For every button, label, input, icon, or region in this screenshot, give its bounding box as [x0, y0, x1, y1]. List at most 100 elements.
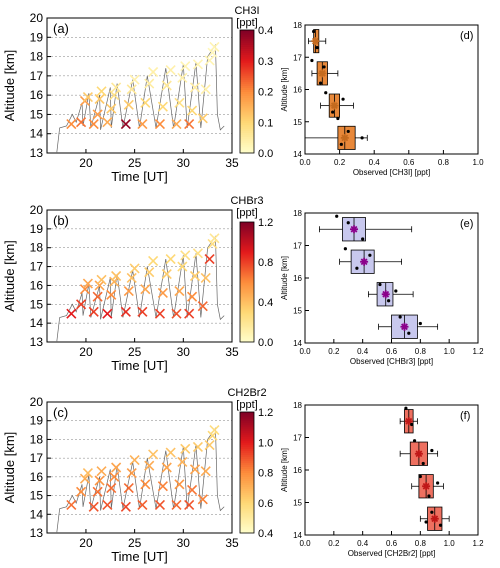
colorbar-segment — [240, 316, 254, 319]
colorbar-title: CH3I — [234, 5, 259, 17]
colorbar-segment — [240, 77, 254, 80]
y-axis-label: Altitude [km] — [2, 50, 17, 122]
colorbar-segment — [240, 148, 254, 152]
colorbar-segment — [240, 30, 254, 33]
observation-dot — [339, 142, 343, 146]
colorbar-segment — [240, 260, 254, 263]
colorbar: 0.0 0.1 0.2 0.3 0.4 CH3I[ppt] — [234, 5, 273, 160]
colorbar-segment — [240, 416, 254, 419]
y-tick-label: 18 — [293, 401, 302, 410]
y-tick-label: 17 — [293, 434, 302, 443]
x-tick-label: 35 — [225, 345, 239, 359]
box-whisker — [399, 409, 418, 434]
observation-dot — [398, 315, 402, 319]
colorbar-segment — [240, 71, 254, 74]
colorbar-segment — [240, 116, 254, 119]
x-tick-label: 1.0 — [444, 539, 456, 548]
observation-dot — [315, 45, 319, 50]
observation-dot — [418, 474, 422, 479]
panel-label: (c) — [53, 405, 68, 420]
data-point-marker — [82, 92, 93, 103]
colorbar-segment — [240, 486, 254, 490]
colorbar-tick-label: 0.8 — [258, 468, 273, 480]
colorbar-segment — [240, 510, 254, 514]
colorbar-segment — [240, 58, 254, 62]
colorbar-segment — [240, 124, 254, 127]
data-point-marker — [197, 301, 208, 312]
colorbar-segment — [240, 444, 254, 447]
colorbar-segment — [240, 34, 254, 37]
colorbar-segment — [240, 144, 254, 148]
data-point-marker — [204, 55, 215, 66]
box-whisker — [308, 29, 327, 54]
colorbar-segment — [240, 434, 254, 437]
colorbar: 0.0 0.4 0.8 1.2 CHBr3[ppt] — [230, 195, 273, 349]
colorbar-frame — [239, 29, 255, 154]
x-tick-label: 35 — [225, 156, 239, 170]
observation-dot — [341, 97, 345, 101]
colorbar-segment — [240, 310, 254, 313]
colorbar-segment — [240, 440, 254, 443]
y-tick-label: 15 — [293, 118, 302, 127]
x-axis-label: Time [UT] — [111, 358, 168, 373]
observation-dot — [430, 510, 434, 514]
x-tick-label: 30 — [177, 536, 191, 550]
colorbar-segment — [240, 336, 254, 339]
colorbar-segment — [240, 52, 254, 56]
observation-dot — [421, 461, 425, 466]
colorbar-segment — [240, 414, 254, 417]
colorbar-segment — [240, 268, 254, 271]
data-point-marker — [94, 280, 105, 291]
observation-dot — [360, 136, 364, 140]
data-point-marker — [96, 274, 107, 285]
colorbar-tick-label: 1.0 — [258, 437, 273, 449]
data-point-marker — [184, 308, 195, 319]
x-tick-label: 0.4 — [357, 347, 369, 356]
colorbar-segment — [240, 36, 254, 39]
x-tick-label: 25 — [128, 345, 142, 359]
x-tick-label: 0.0 — [299, 158, 311, 167]
colorbar-segment — [240, 522, 254, 526]
colorbar-segment — [240, 254, 254, 257]
data-point-marker — [66, 499, 77, 510]
colorbar-segment — [240, 66, 254, 70]
data-point-marker — [192, 59, 203, 70]
data-point-marker — [180, 443, 191, 454]
colorbar-segment — [240, 91, 254, 95]
colorbar-segment — [240, 262, 254, 265]
colorbar-segment — [240, 300, 254, 303]
y-tick-label: 16 — [30, 278, 44, 292]
data-point-marker — [161, 462, 172, 473]
colorbar-segment — [240, 105, 254, 109]
x-axis-label: Time [UT] — [111, 549, 168, 564]
observation-dot — [387, 299, 391, 303]
box-whisker — [368, 282, 414, 307]
panel-label: (f) — [460, 410, 470, 422]
x-tick-label: 35 — [225, 536, 239, 550]
observation-dot — [430, 448, 434, 453]
colorbar-segment — [240, 526, 254, 530]
colorbar-segment — [240, 424, 254, 427]
y-tick-label: 15 — [293, 307, 302, 316]
colorbar-segment — [240, 492, 254, 496]
data-point-marker — [140, 284, 151, 295]
observation-dot — [410, 422, 414, 427]
x-tick-label: 1.0 — [472, 158, 484, 167]
data-point-marker — [161, 80, 172, 91]
colorbar-segment — [240, 272, 254, 275]
colorbar-segment — [240, 504, 254, 508]
data-point-marker — [174, 479, 185, 490]
data-point-marker — [200, 466, 211, 477]
y-tick-label: 18 — [293, 21, 302, 30]
data-point-marker — [174, 97, 185, 108]
observation-dot — [412, 439, 417, 443]
data-point-marker — [102, 308, 113, 319]
colorbar-segment — [240, 484, 254, 488]
data-point-marker — [148, 255, 159, 266]
colorbar-segment — [240, 426, 254, 429]
data-point-marker — [154, 499, 166, 510]
colorbar-segment — [240, 280, 254, 283]
box-whisker — [311, 61, 339, 86]
colorbar-unit: [ppt] — [236, 207, 257, 219]
y-axis-label: Altitude [km] — [280, 448, 289, 492]
